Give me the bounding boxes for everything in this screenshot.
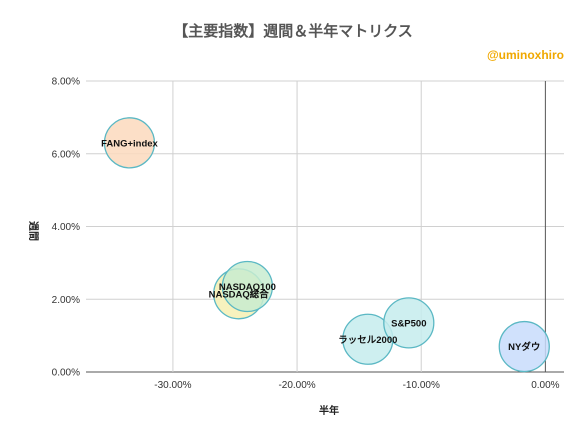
bubble-label: ラッセル2000	[338, 335, 397, 346]
x-tick-label: -10.00%	[403, 380, 440, 391]
bubble-label: S&P500	[391, 318, 426, 329]
bubble-point	[103, 117, 156, 169]
y-axis-title: 週間	[27, 221, 39, 241]
y-tick-label: 4.00%	[52, 222, 80, 233]
bubble-point	[498, 320, 550, 373]
author-credit: @uminoxhiro	[486, 48, 564, 62]
x-tick-label: -30.00%	[154, 380, 191, 391]
y-tick-label: 0.00%	[52, 368, 80, 379]
axes: 0.00% 2.00% 4.00% 6.00% 8.00% -30.00% -20.00% -…	[52, 77, 560, 392]
y-tick-label: 2.00%	[52, 295, 80, 306]
chart-title: 【主要指数】週間＆半年マトリクス	[173, 23, 413, 40]
x-axis-title: 半年	[319, 404, 339, 417]
x-tick-label: 0.00%	[531, 380, 559, 391]
grid-lines	[86, 80, 564, 373]
bubble-label: NASDAQ100	[219, 282, 276, 293]
bubble-label: NASDAQ総合	[209, 288, 270, 300]
bubble-point	[221, 260, 274, 313]
y-tick-label: 6.00%	[52, 149, 80, 160]
bubble-label: FANG+index	[101, 138, 158, 149]
bubble-point	[383, 297, 435, 349]
y-tick-label: 8.00%	[52, 77, 80, 88]
bubbles	[103, 117, 550, 373]
bubble-label: NYダウ	[508, 341, 540, 353]
x-tick-label: -20.00%	[278, 380, 315, 391]
